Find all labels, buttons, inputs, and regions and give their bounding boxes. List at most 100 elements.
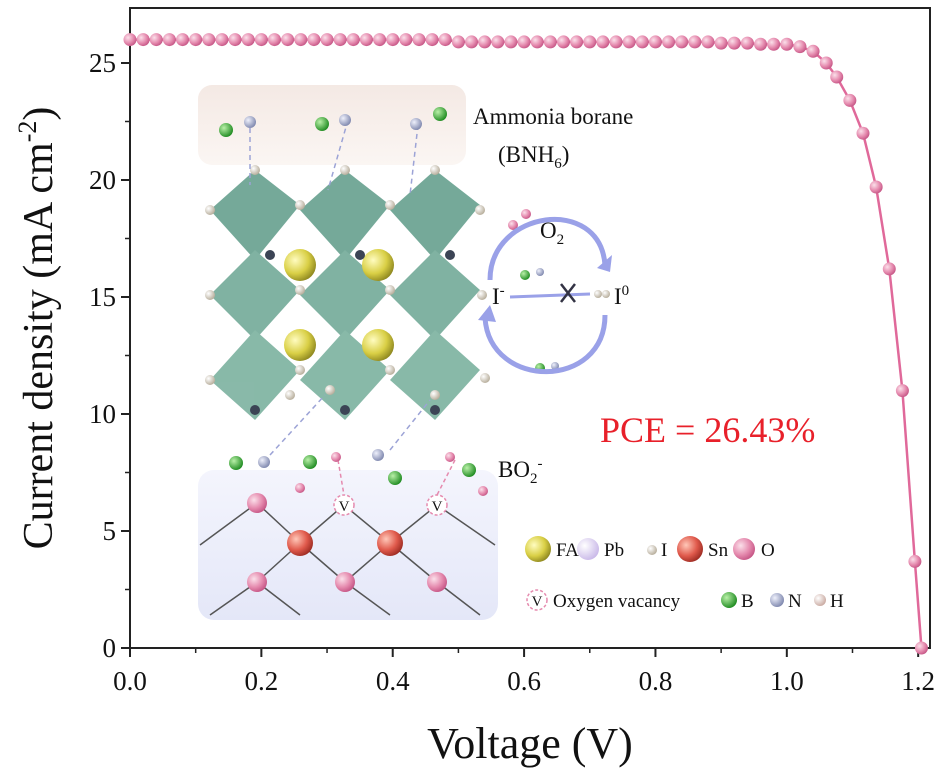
- illustration-circle: [250, 165, 260, 175]
- illustration-tspan: (BNH: [498, 142, 554, 167]
- illustration-tspan: I: [614, 284, 622, 309]
- illustration-line: [269, 394, 326, 456]
- illustration-circle: [480, 373, 490, 383]
- y-axis-label: Current density (mA cm-2): [13, 107, 62, 550]
- illustration-polygon: [210, 250, 300, 340]
- illustration-tspan: 0: [622, 283, 630, 299]
- illustration-circle: [325, 385, 335, 395]
- data-point: [780, 37, 794, 51]
- illustration-rect: [198, 470, 498, 620]
- illustration-circle: [331, 452, 341, 462]
- x-tick-label: 0.2: [244, 666, 278, 696]
- legend-label: I: [661, 540, 667, 561]
- illustration-line: [560, 283, 576, 303]
- data-point: [215, 33, 229, 47]
- illustration-circle: [385, 200, 395, 210]
- data-point: [504, 35, 518, 49]
- illustration-circle: [244, 116, 256, 128]
- illustration-line: [337, 459, 345, 496]
- illustration-polygon: [210, 330, 300, 420]
- illustration-circle: [526, 589, 548, 611]
- illustration-tspan: ): [562, 142, 570, 167]
- illustration-circle: [521, 209, 531, 219]
- illustration-circle: [284, 249, 316, 281]
- data-point: [373, 33, 387, 47]
- illustration-g: [219, 107, 610, 496]
- illustration-rect: [198, 85, 466, 165]
- illustration-polygon: [390, 250, 480, 340]
- x-tick-label: 0.0: [113, 666, 147, 696]
- illustration-circle: [372, 449, 384, 461]
- data-point: [662, 35, 676, 49]
- illustration-circle: [433, 107, 447, 121]
- data-point: [478, 35, 492, 49]
- illustration-circle: [410, 118, 422, 130]
- illustration-g: [337, 459, 456, 496]
- illustration-circle: [284, 329, 316, 361]
- illustration-polygon: [597, 255, 612, 272]
- data-point: [294, 33, 308, 47]
- illustration-circle: [475, 205, 485, 215]
- illustration-circle: [205, 205, 215, 215]
- illustration-line: [389, 399, 431, 451]
- illustration-circle: [677, 536, 703, 562]
- data-point: [727, 36, 741, 50]
- illustration-polygon: [390, 330, 480, 420]
- illustration-circle: [430, 165, 440, 175]
- illustration-line: [409, 124, 419, 196]
- data-point: [767, 37, 781, 51]
- y-tick-label: 5: [103, 516, 117, 546]
- illustration-circle: [295, 365, 305, 375]
- illustration-circle: [445, 250, 455, 260]
- illustration-g: [482, 216, 608, 375]
- illustration-path: [487, 216, 608, 281]
- illustration-circle: [285, 390, 295, 400]
- illustration-circle: [247, 493, 267, 513]
- data-point: [609, 35, 623, 49]
- illustration-path: [509, 292, 591, 299]
- illustration-tspan: Current density (mA cm: [16, 142, 62, 549]
- data-point: [622, 35, 636, 49]
- data-point: [267, 33, 281, 47]
- data-point: [635, 35, 649, 49]
- data-point: [754, 37, 768, 51]
- plot-frame: [129, 7, 931, 649]
- illustration-circle: [602, 290, 610, 298]
- data-point: [189, 33, 203, 47]
- annotation: (BNH6): [498, 142, 569, 172]
- data-point: [517, 35, 531, 49]
- data-point: [596, 35, 610, 49]
- illustration-tspan: 6: [554, 156, 562, 172]
- legend-label: N: [788, 591, 802, 612]
- data-point: [228, 33, 242, 47]
- data-point: [202, 33, 216, 47]
- data-point: [333, 33, 347, 47]
- illustration-circle: [647, 545, 657, 555]
- illustration-circle: [430, 390, 440, 400]
- vacancy-label: V: [432, 499, 443, 515]
- legend-label: FA: [556, 540, 579, 561]
- data-point: [530, 35, 544, 49]
- illustration-circle: [478, 486, 488, 496]
- legend-label: Oxygen vacancy: [553, 591, 681, 612]
- illustration-circle: [265, 250, 275, 260]
- data-point: [908, 554, 922, 568]
- legend-label: B: [741, 591, 754, 612]
- data-point: [543, 35, 557, 49]
- illustration-tspan: I: [492, 284, 500, 309]
- illustration-tspan: -: [500, 283, 505, 299]
- data-point: [714, 36, 728, 50]
- data-point: [688, 35, 702, 49]
- vacancy-label: V: [339, 499, 350, 515]
- illustration-circle: [577, 538, 599, 560]
- illustration-circle: [377, 530, 403, 556]
- data-point: [869, 180, 883, 194]
- illustration-circle: [445, 452, 455, 462]
- illustration-circle: [229, 456, 243, 470]
- y-tick-label: 0: [103, 633, 117, 663]
- data-point: [320, 33, 334, 47]
- annotation: BO2-: [498, 456, 542, 487]
- annotation: I-: [492, 283, 505, 309]
- data-point: [882, 262, 896, 276]
